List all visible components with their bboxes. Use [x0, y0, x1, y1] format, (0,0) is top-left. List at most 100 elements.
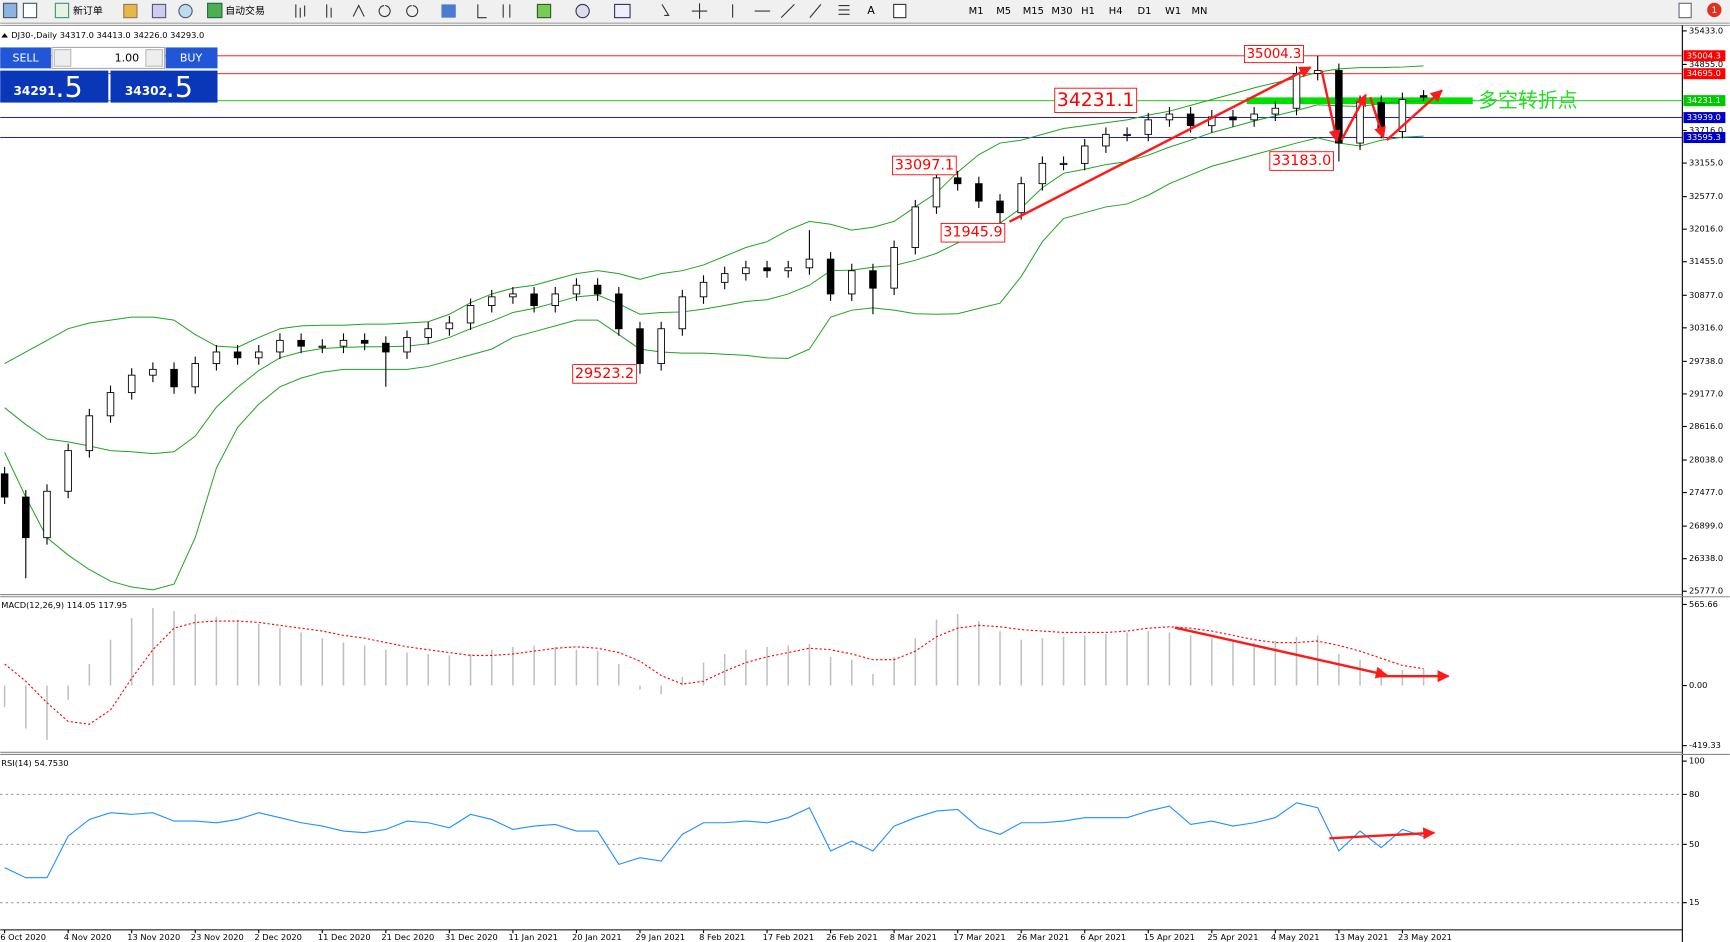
tool-text[interactable]: A: [867, 4, 875, 17]
tool-icon[interactable]: [22, 2, 38, 19]
buy-price-fraction[interactable]: .5: [166, 70, 193, 104]
candle-body: [170, 368, 178, 388]
candle-body: [996, 200, 1004, 214]
notification-badge[interactable]: [1707, 2, 1722, 18]
volume-down[interactable]: [53, 49, 72, 67]
candle-body: [360, 339, 369, 344]
candle-body: [127, 374, 136, 394]
candle-body: [678, 296, 687, 330]
candle-body: [593, 284, 602, 295]
timeframe[interactable]: H4: [1109, 6, 1123, 17]
timeframe[interactable]: D1: [1137, 6, 1151, 17]
x-tick-label: 8 Mar 2021: [890, 932, 937, 942]
candle-body: [1398, 99, 1407, 132]
candle-body: [297, 339, 305, 347]
timeframe[interactable]: M30: [1051, 6, 1072, 17]
tool-icon[interactable]: [614, 3, 631, 19]
y-tick-label: 27477.0: [1689, 487, 1723, 497]
volume-field[interactable]: [51, 46, 166, 69]
panel-title: MACD(12,26,9) 114.05 117.95: [1, 600, 127, 610]
x-tick-label: 25 Apr 2021: [1207, 932, 1258, 942]
candle-body: [869, 270, 877, 289]
y-tick-label: 565.66: [1689, 599, 1718, 609]
buy-price-box[interactable]: [110, 70, 218, 103]
arrow: [1174, 626, 1388, 679]
y-tick-label: 29738.0: [1689, 356, 1723, 366]
timeframe[interactable]: M15: [1023, 6, 1044, 17]
candle-body: [85, 415, 94, 452]
candle-body: [382, 342, 390, 353]
timeframe[interactable]: H1: [1081, 6, 1095, 17]
x-tick-label: 4 May 2021: [1271, 932, 1320, 942]
timeframe[interactable]: M1: [969, 6, 984, 17]
y-tick-label: 0.00: [1689, 680, 1707, 690]
auto-trading[interactable]: 自动交易: [225, 4, 265, 17]
tool-icon[interactable]: [123, 3, 138, 19]
x-tick-label: 26 Feb 2021: [826, 932, 877, 942]
annotation: 29523.2: [575, 366, 634, 382]
bollinger-band: [4, 65, 1424, 364]
x-tick-label: 2 Dec 2020: [254, 932, 302, 942]
candle-body: [1017, 183, 1025, 214]
level-tag: [1683, 68, 1726, 80]
tool-icon[interactable]: [178, 3, 193, 19]
timeframe[interactable]: M5: [996, 6, 1011, 17]
panel-title: RSI(14) 54.7530: [1, 758, 68, 768]
sell-price-fraction[interactable]: .5: [55, 70, 82, 104]
y-tick-label: 29177.0: [1689, 388, 1723, 398]
chart-tools[interactable]: [295, 3, 850, 19]
candle-body: [1059, 162, 1068, 165]
candle-body: [1335, 70, 1343, 144]
volume-up[interactable]: [145, 49, 163, 67]
y-tick-label: 28038.0: [1689, 455, 1723, 465]
level-tag: [1683, 112, 1726, 124]
annotation-box: [1269, 151, 1334, 171]
candle-body: [1250, 113, 1258, 121]
x-tick-label: 11 Jan 2021: [508, 932, 558, 942]
tool-icon[interactable]: [575, 3, 590, 19]
annotation-box: [1054, 87, 1138, 114]
volume[interactable]: 1.00: [115, 51, 140, 64]
buy-button[interactable]: [165, 47, 218, 69]
tool-icon[interactable]: [441, 4, 456, 18]
candle-body: [932, 177, 941, 208]
tool-icon[interactable]: [207, 2, 223, 19]
x-tick-label: 23 May 2021: [1398, 932, 1452, 942]
x-tick-label: 4 Nov 2020: [64, 932, 112, 942]
x-tick-label: 11 Dec 2020: [318, 932, 371, 942]
sell-label[interactable]: SELL: [12, 51, 39, 64]
sell-price-box[interactable]: [0, 70, 109, 103]
new-order[interactable]: 新订单: [73, 4, 103, 17]
timeframe[interactable]: MN: [1192, 6, 1208, 17]
arrow: [1340, 93, 1367, 141]
buy-price[interactable]: 34302: [125, 84, 167, 98]
x-tick-label: 13 Nov 2020: [127, 932, 180, 942]
sell-price[interactable]: 34291: [13, 84, 55, 98]
y-tick-label: 15: [1689, 897, 1700, 907]
y-tick-label: 26899.0: [1689, 521, 1723, 531]
arrow: [1369, 96, 1386, 140]
tool-icon[interactable]: [893, 3, 907, 19]
candle-body: [255, 351, 263, 359]
tool-icon[interactable]: [536, 3, 552, 19]
arrow: [1320, 70, 1341, 143]
level-label: 33939.0: [1687, 112, 1721, 122]
sell-button[interactable]: [0, 47, 51, 69]
tool-icon[interactable]: [2, 2, 18, 19]
timeframe[interactable]: W1: [1165, 6, 1181, 17]
candle-body: [1186, 113, 1195, 127]
tool-icon[interactable]: [54, 2, 70, 19]
y-tick-label: 30877.0: [1689, 290, 1723, 300]
candle-body: [1165, 113, 1174, 121]
annotation-box: [1244, 45, 1304, 64]
candle-body: [1292, 72, 1301, 109]
buy-label[interactable]: BUY: [180, 51, 203, 64]
x-tick-label: 21 Dec 2020: [381, 932, 434, 942]
level-tag: [1683, 95, 1726, 107]
search-icon[interactable]: [1678, 2, 1692, 19]
y-tick-label: 34855.0: [1689, 59, 1723, 69]
toolbar-bg: [0, 0, 1730, 24]
tool-icon[interactable]: [151, 3, 167, 19]
y-tick-label: 100: [1689, 756, 1705, 766]
